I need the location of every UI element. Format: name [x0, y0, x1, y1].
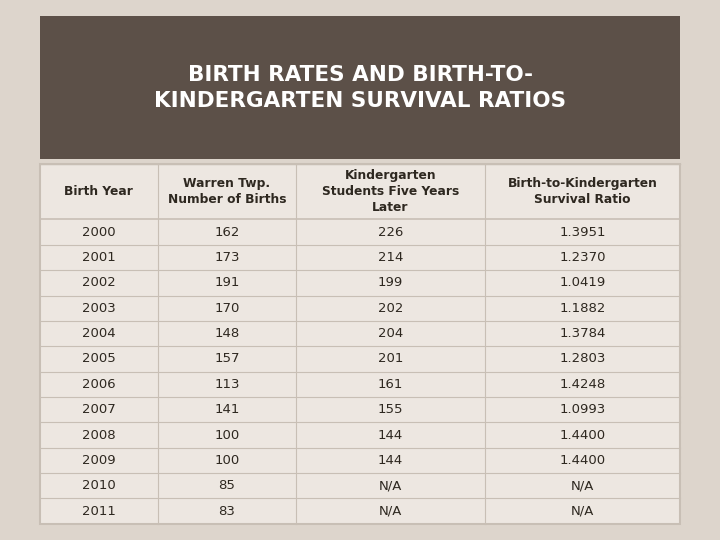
Text: 2007: 2007 [82, 403, 116, 416]
Text: 173: 173 [215, 251, 240, 264]
Text: 1.2370: 1.2370 [559, 251, 606, 264]
Text: Birth Year: Birth Year [64, 185, 133, 198]
Text: 1.0419: 1.0419 [559, 276, 606, 289]
Text: 170: 170 [215, 302, 240, 315]
Text: N/A: N/A [571, 504, 595, 518]
Text: 1.0993: 1.0993 [559, 403, 606, 416]
Text: N/A: N/A [571, 480, 595, 492]
Text: 2011: 2011 [82, 504, 116, 518]
Text: 157: 157 [215, 353, 240, 366]
Text: 204: 204 [378, 327, 403, 340]
Text: Birth-to-Kindergarten
Survival Ratio: Birth-to-Kindergarten Survival Ratio [508, 177, 657, 206]
Text: 2003: 2003 [82, 302, 116, 315]
Text: 2010: 2010 [82, 480, 116, 492]
Text: 226: 226 [378, 226, 403, 239]
Text: 1.4400: 1.4400 [559, 454, 606, 467]
Text: 1.2803: 1.2803 [559, 353, 606, 366]
Text: 199: 199 [378, 276, 403, 289]
Text: 85: 85 [219, 480, 235, 492]
FancyBboxPatch shape [40, 164, 680, 524]
Text: 100: 100 [215, 454, 240, 467]
Text: 148: 148 [215, 327, 240, 340]
Text: N/A: N/A [379, 480, 402, 492]
Text: 1.1882: 1.1882 [559, 302, 606, 315]
Text: 2002: 2002 [82, 276, 116, 289]
Text: 191: 191 [215, 276, 240, 289]
Text: 2009: 2009 [82, 454, 116, 467]
Text: BIRTH RATES AND BIRTH-TO-
KINDERGARTEN SURVIVAL RATIOS: BIRTH RATES AND BIRTH-TO- KINDERGARTEN S… [154, 65, 566, 111]
Text: 214: 214 [378, 251, 403, 264]
Text: 2001: 2001 [82, 251, 116, 264]
Text: 1.4248: 1.4248 [559, 378, 606, 391]
Text: 162: 162 [215, 226, 240, 239]
Text: Warren Twp.
Number of Births: Warren Twp. Number of Births [168, 177, 287, 206]
Text: 1.3784: 1.3784 [559, 327, 606, 340]
Text: 144: 144 [378, 454, 403, 467]
Text: 2008: 2008 [82, 429, 116, 442]
Text: 155: 155 [378, 403, 403, 416]
Text: 161: 161 [378, 378, 403, 391]
Text: 202: 202 [378, 302, 403, 315]
Text: 100: 100 [215, 429, 240, 442]
FancyBboxPatch shape [40, 16, 680, 159]
Text: 83: 83 [219, 504, 235, 518]
Text: Kindergarten
Students Five Years
Later: Kindergarten Students Five Years Later [322, 169, 459, 214]
Text: 1.3951: 1.3951 [559, 226, 606, 239]
Text: 2006: 2006 [82, 378, 116, 391]
Text: 141: 141 [215, 403, 240, 416]
Text: 1.4400: 1.4400 [559, 429, 606, 442]
Text: 2000: 2000 [82, 226, 116, 239]
Text: 2004: 2004 [82, 327, 116, 340]
Text: 144: 144 [378, 429, 403, 442]
Text: 2005: 2005 [82, 353, 116, 366]
Text: N/A: N/A [379, 504, 402, 518]
Text: 113: 113 [215, 378, 240, 391]
Text: 201: 201 [378, 353, 403, 366]
